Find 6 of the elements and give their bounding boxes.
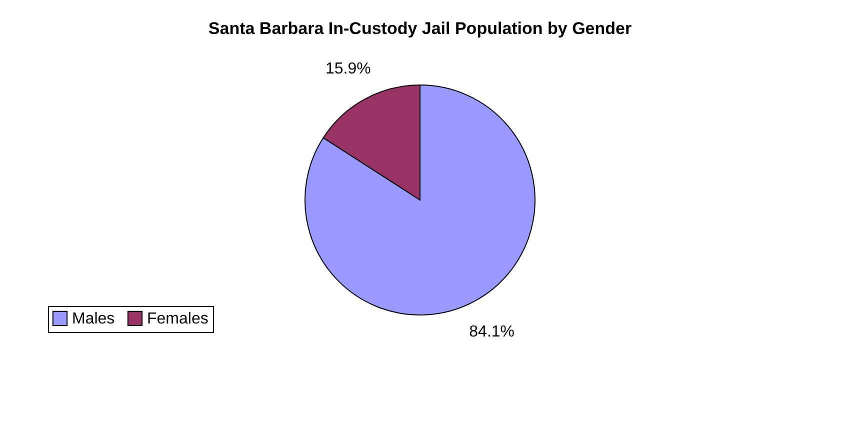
data-label: 84.1%	[469, 324, 515, 341]
data-label: 15.9%	[325, 60, 371, 78]
legend-label: Females	[147, 310, 208, 328]
pie-slice	[304, 84, 536, 316]
chart-title: Santa Barbara In-Custody Jail Population by Gender	[208, 19, 632, 38]
legend-label: Males	[72, 310, 115, 328]
